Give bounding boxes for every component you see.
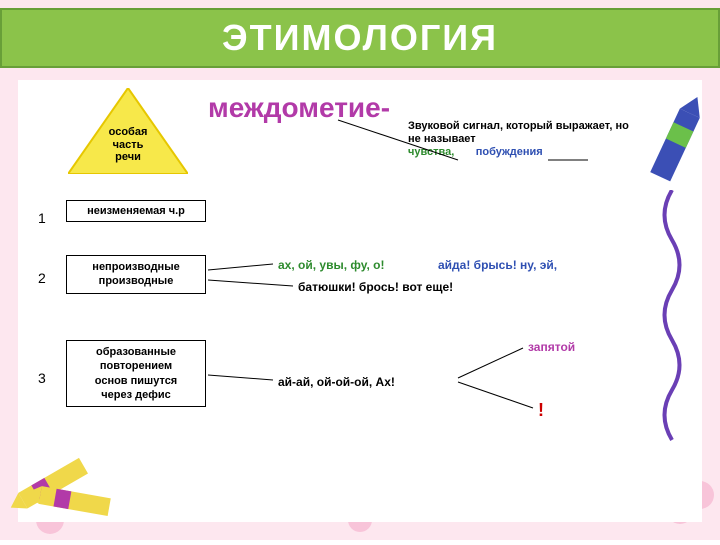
row-3-box: образованныеповторениемоснов пишутсячере… <box>66 340 206 407</box>
definition-word-feelings: чувства, <box>408 146 454 158</box>
row-3-number: 3 <box>38 370 46 386</box>
row-3-examples: ай-ай, ой-ой-ой, Ах! <box>278 375 395 389</box>
row-3-exclamation: ! <box>538 400 544 421</box>
content-panel: особаячастьречи междометие- Звуковой сиг… <box>18 80 702 522</box>
squiggle-line <box>652 190 692 450</box>
row-2-box: непроизводныепроизводные <box>66 255 206 294</box>
crayon-blue <box>640 90 710 205</box>
row-2-examples-c: батюшки! брось! вот еще! <box>298 280 453 294</box>
page-title: ЭТИМОЛОГИЯ <box>222 17 498 59</box>
triangle-label: особаячастьречи <box>68 126 188 164</box>
definition-word-urges: побуждения <box>476 146 543 158</box>
crayon-yellow-group <box>10 435 140 530</box>
main-term: междометие- <box>208 92 390 124</box>
triangle-node: особаячастьречи <box>68 88 188 174</box>
row-2-examples-b: айда! брысь! ну, эй, <box>438 258 557 272</box>
header-bar: ЭТИМОЛОГИЯ <box>0 8 720 68</box>
row-1-box: неизменяемая ч.р <box>66 200 206 222</box>
row-1-number: 1 <box>38 210 46 226</box>
row-2-examples-a: ах, ой, увы, фу, о! <box>278 258 384 272</box>
row-3-note: запятой <box>528 340 575 354</box>
definition-text: Звуковой сигнал, который выражает, но не… <box>408 120 629 145</box>
row-2-number: 2 <box>38 270 46 286</box>
definition-block: Звуковой сигнал, который выражает, но не… <box>408 120 638 160</box>
